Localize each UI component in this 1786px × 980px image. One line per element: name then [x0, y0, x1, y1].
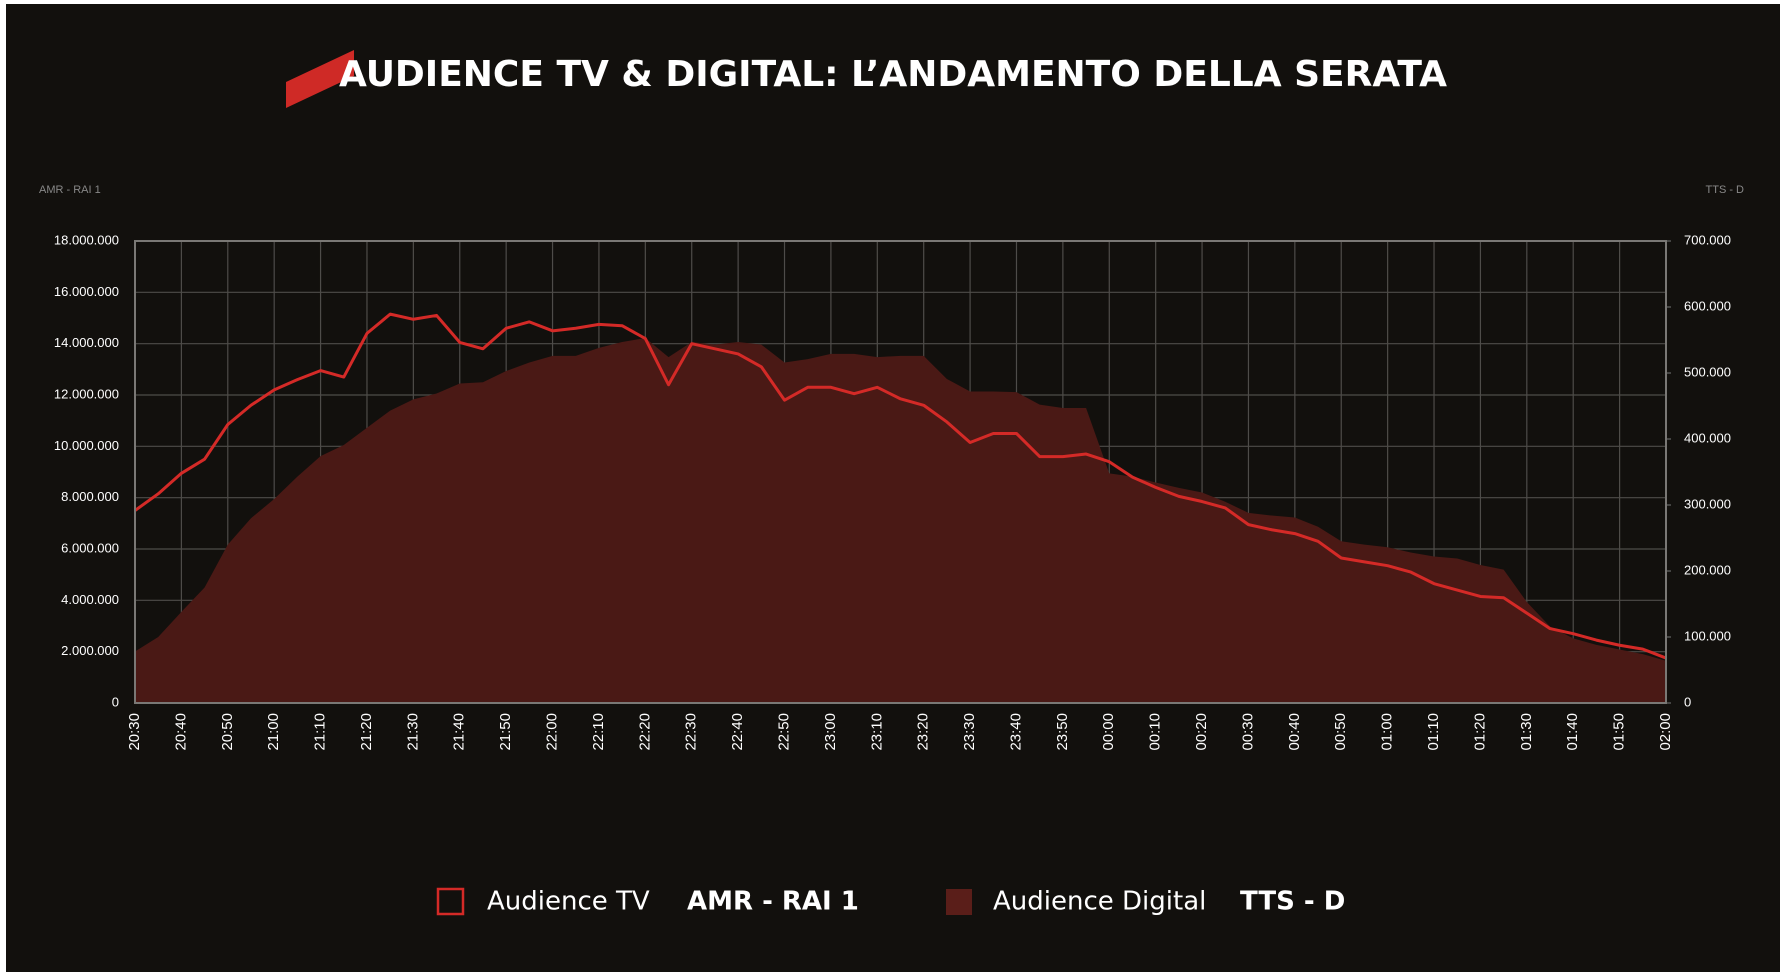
x-tick-label: 21:00: [265, 713, 282, 751]
x-tick-label: 23:40: [1007, 713, 1024, 751]
legend-axis-label: AMR - RAI 1: [687, 887, 859, 917]
x-tick-label: 23:30: [961, 713, 978, 751]
y-tick-label: 8.000.000: [61, 489, 119, 504]
x-tick-label: 01:00: [1379, 713, 1396, 751]
legend: Audience TV AMR - RAI 1 Audience Digital…: [436, 887, 1345, 917]
plot: 0 2.000.000 4.000.000 6.000.000 8.000.000 10.…: [54, 232, 1731, 750]
axes: 0 2.000.000 4.000.000 6.000.000 8.000.000 10.…: [54, 232, 1731, 750]
x-tick-label: 01:20: [1471, 713, 1488, 751]
x-tick-label: 23:00: [822, 713, 839, 751]
y2-tick-label: 700.000: [1684, 232, 1731, 247]
x-tick-label: 22:50: [775, 713, 792, 751]
y2-tick-label: 300.000: [1684, 496, 1731, 511]
x-tick-label: 01:50: [1611, 713, 1628, 751]
x-tick-label: 22:40: [729, 713, 746, 751]
x-tick-label: 01:10: [1425, 713, 1442, 751]
y2-tick-label: 600.000: [1684, 298, 1731, 313]
y-tick-label: 2.000.000: [61, 643, 119, 658]
y-tick-label: 4.000.000: [61, 592, 119, 607]
legend-axis-label: TTS - D: [1240, 887, 1345, 917]
x-tick-label: 22:30: [683, 713, 700, 751]
x-tick-label: 22:10: [590, 713, 607, 751]
x-tick-label: 23:20: [915, 713, 932, 751]
y-tick-label: 12.000.000: [54, 386, 119, 401]
legend-swatch: [436, 887, 465, 916]
y-tick-label: 16.000.000: [54, 284, 119, 299]
x-tick-label: 02:00: [1657, 713, 1674, 751]
y2-axis-title: TTS - D: [1706, 184, 1745, 196]
y-tick-label: 10.000.000: [54, 438, 119, 453]
y2-tick-label: 200.000: [1684, 562, 1731, 577]
x-tick-label: 20:30: [126, 713, 143, 751]
x-tick-label: 01:30: [1518, 713, 1535, 751]
x-tick-label: 21:30: [404, 713, 421, 751]
x-tick-label: 00:10: [1147, 713, 1164, 751]
y-tick-label: 14.000.000: [54, 335, 119, 350]
y2-tick-label: 100.000: [1684, 628, 1731, 643]
y2-tick-label: 500.000: [1684, 364, 1731, 379]
y-tick-label: 6.000.000: [61, 540, 119, 555]
line: [134, 312, 1667, 660]
legend-label: Audience TV: [487, 887, 650, 917]
x-tick-label: 20:50: [219, 713, 236, 751]
x-tick-label: 23:10: [868, 713, 885, 751]
x-tick-label: 00:20: [1193, 713, 1210, 751]
y-axis-title: AMR - RAI 1: [39, 184, 101, 196]
x-tick-label: 22:00: [544, 713, 561, 751]
legend-label: Audience Digital: [993, 887, 1206, 917]
x-tick-label: 00:00: [1100, 713, 1117, 751]
chart-title: AUDIENCE TV & DIGITAL: L’ANDAMENTO DELLA…: [339, 54, 1447, 95]
data: [134, 312, 1667, 703]
x-tick-label: 00:40: [1286, 713, 1303, 751]
x-tick-label: 00:30: [1239, 713, 1256, 751]
x-tick-label: 21:20: [358, 713, 375, 751]
x-tick-label: 23:50: [1054, 713, 1071, 751]
x-tick-label: 20:40: [172, 713, 189, 751]
y-tick-label: 0: [112, 694, 119, 709]
x-tick-label: 01:40: [1564, 713, 1581, 751]
area: [135, 338, 1666, 703]
x-tick-label: 21:40: [451, 713, 468, 751]
legend-swatch: [946, 889, 972, 915]
plot-border: [134, 240, 1667, 704]
x-tick-label: 22:20: [636, 713, 653, 751]
y2-tick-label: 0: [1684, 694, 1691, 709]
y2-tick-label: 400.000: [1684, 430, 1731, 445]
title-decoration: [286, 50, 354, 108]
x-tick-label: 21:50: [497, 713, 514, 751]
x-tick-label: 00:50: [1332, 713, 1349, 751]
x-tick-label: 21:10: [312, 713, 329, 751]
y-tick-label: 18.000.000: [54, 232, 119, 247]
